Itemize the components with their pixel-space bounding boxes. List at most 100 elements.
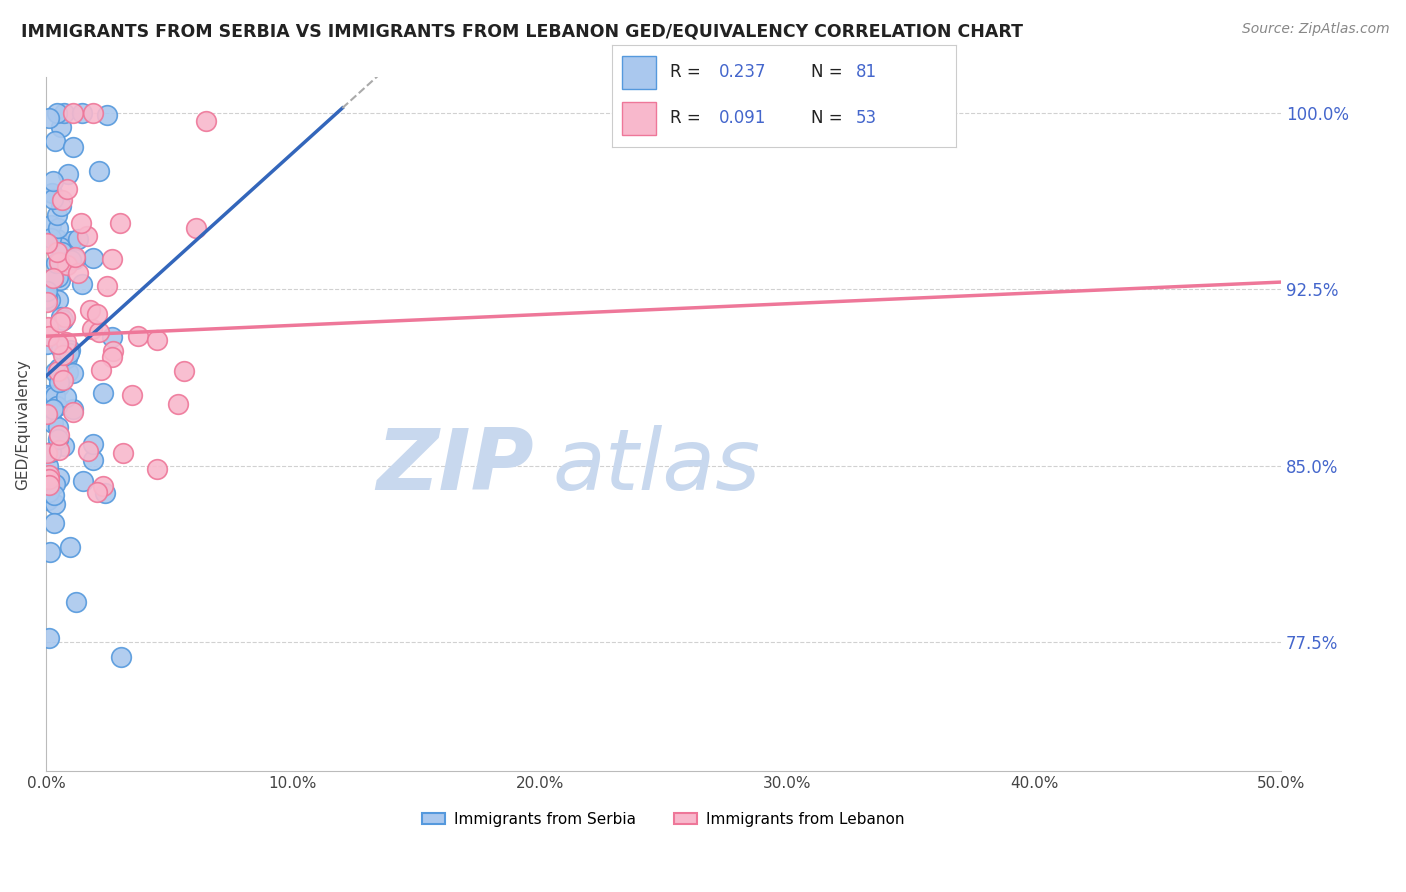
Point xyxy=(38,545,60,559)
Point xyxy=(80,322,103,336)
Point xyxy=(51,244,73,259)
Point xyxy=(79,302,101,317)
Point xyxy=(146,334,169,348)
Point xyxy=(56,182,79,196)
Point xyxy=(46,364,69,378)
Text: Source: ZipAtlas.com: Source: ZipAtlas.com xyxy=(1241,22,1389,37)
Point xyxy=(48,471,70,485)
Point xyxy=(41,270,63,285)
Point xyxy=(52,313,75,327)
Point xyxy=(42,271,65,285)
Text: 81: 81 xyxy=(856,63,877,81)
Point xyxy=(48,337,70,351)
Point xyxy=(110,650,132,665)
Point xyxy=(76,228,98,243)
Point xyxy=(37,295,59,310)
Point xyxy=(41,186,63,200)
Point xyxy=(67,232,90,246)
Point xyxy=(39,392,62,406)
Point xyxy=(96,278,118,293)
Point xyxy=(56,351,79,365)
Point xyxy=(52,348,75,362)
Point xyxy=(46,399,69,413)
Point xyxy=(59,343,82,358)
Point xyxy=(55,258,77,272)
Legend: Immigrants from Serbia, Immigrants from Lebanon: Immigrants from Serbia, Immigrants from … xyxy=(416,805,911,833)
Point xyxy=(65,595,87,609)
Point xyxy=(45,208,67,222)
Point xyxy=(87,325,110,339)
Point xyxy=(39,231,62,245)
Point xyxy=(51,193,73,207)
Point xyxy=(46,419,69,434)
Point xyxy=(44,389,66,403)
Point xyxy=(52,439,75,453)
Point xyxy=(48,273,70,287)
Point xyxy=(46,293,69,307)
Point xyxy=(101,350,124,364)
Point xyxy=(62,367,84,381)
Point xyxy=(58,540,80,554)
Point xyxy=(41,387,63,401)
Point xyxy=(55,390,77,404)
Point xyxy=(58,365,80,379)
Point xyxy=(48,240,70,254)
Point xyxy=(39,445,62,459)
Point xyxy=(46,432,69,446)
Point xyxy=(82,452,104,467)
Text: 53: 53 xyxy=(856,110,877,128)
Point xyxy=(48,360,70,375)
Text: R =: R = xyxy=(671,63,706,81)
Point xyxy=(62,139,84,153)
Point xyxy=(49,199,72,213)
Point xyxy=(110,216,132,230)
Point xyxy=(101,330,124,344)
Point xyxy=(96,108,118,122)
Point xyxy=(38,468,60,483)
Text: ZIP: ZIP xyxy=(377,425,534,508)
Point xyxy=(46,221,69,235)
Point xyxy=(37,459,59,474)
Point xyxy=(46,232,69,246)
Point xyxy=(91,386,114,401)
Point xyxy=(38,293,60,307)
Point xyxy=(94,486,117,500)
Point xyxy=(55,334,77,349)
Point xyxy=(44,477,66,491)
Point xyxy=(42,174,65,188)
Point xyxy=(82,436,104,450)
Point xyxy=(37,407,59,421)
Point xyxy=(184,220,207,235)
Point xyxy=(87,164,110,178)
Point xyxy=(38,111,60,125)
Point xyxy=(45,244,67,259)
Point xyxy=(53,310,76,324)
Point xyxy=(48,379,70,393)
Point xyxy=(82,105,104,120)
Point xyxy=(49,315,72,329)
Point xyxy=(173,364,195,378)
Point xyxy=(48,442,70,457)
Point xyxy=(48,376,70,390)
Point xyxy=(48,428,70,442)
Point xyxy=(101,344,124,359)
Point xyxy=(63,250,86,264)
Point xyxy=(52,373,75,387)
Point xyxy=(60,235,83,249)
Point xyxy=(37,320,59,334)
Point xyxy=(112,445,135,459)
Point xyxy=(62,105,84,120)
Point xyxy=(37,284,59,298)
Point xyxy=(70,277,93,291)
Point xyxy=(56,167,79,181)
Point xyxy=(45,105,67,120)
Point xyxy=(58,346,80,360)
Point xyxy=(121,388,143,402)
Text: IMMIGRANTS FROM SERBIA VS IMMIGRANTS FROM LEBANON GED/EQUIVALENCY CORRELATION CH: IMMIGRANTS FROM SERBIA VS IMMIGRANTS FRO… xyxy=(21,22,1024,40)
Point xyxy=(100,252,122,266)
Point xyxy=(42,192,65,206)
Point xyxy=(42,402,65,417)
Point xyxy=(48,255,70,269)
Point xyxy=(48,270,70,285)
Bar xyxy=(621,102,657,135)
